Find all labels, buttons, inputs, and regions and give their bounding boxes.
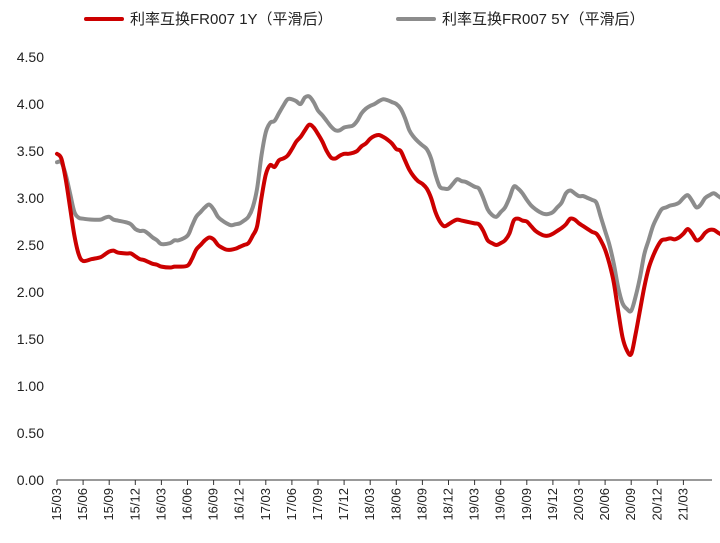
x-axis: 15/03 15/06 15/09 15/12 16/03 16/06 16/09 16/12… <box>49 479 712 521</box>
x-tick-label: 17/12 <box>336 488 351 521</box>
legend-item-1y: 利率互换FR007 1Y（平滑后） <box>84 8 333 29</box>
series-line-1y <box>55 122 720 357</box>
x-tick-label: 18/09 <box>414 488 429 521</box>
chart-legend: 利率互换FR007 1Y（平滑后） 利率互换FR007 5Y（平滑后） <box>0 8 720 30</box>
legend-swatch-5y <box>396 16 436 21</box>
y-axis: 0.00 0.50 1.00 1.50 2.00 2.50 3.00 3.50 4.00 4.50 <box>17 49 44 488</box>
x-tick-label: 16/12 <box>232 488 247 521</box>
x-tick-label: 17/09 <box>310 488 325 521</box>
x-tick-label: 19/09 <box>519 488 534 521</box>
y-tick-label: 4.50 <box>17 49 44 65</box>
y-tick-label: 1.00 <box>17 378 44 394</box>
legend-item-5y: 利率互换FR007 5Y（平滑后） <box>396 8 645 29</box>
legend-label-5y: 利率互换FR007 5Y（平滑后） <box>442 11 645 28</box>
y-tick-label: 2.00 <box>17 284 44 300</box>
x-tick-label: 15/03 <box>49 488 64 521</box>
x-tick-label: 20/03 <box>571 488 586 521</box>
x-tick-label: 19/03 <box>467 488 482 521</box>
x-tick-label: 15/12 <box>127 488 142 521</box>
x-tick-label: 18/06 <box>388 488 403 521</box>
x-tick-label: 20/06 <box>597 488 612 521</box>
y-tick-label: 4.00 <box>17 96 44 112</box>
y-tick-label: 0.50 <box>17 425 44 441</box>
x-tick-label: 17/03 <box>258 488 273 521</box>
x-tick-label: 19/12 <box>545 488 560 521</box>
legend-swatch-1y <box>84 16 124 21</box>
y-tick-label: 0.00 <box>17 472 44 488</box>
x-tick-label: 16/03 <box>153 488 168 521</box>
x-tick-label: 19/06 <box>493 488 508 521</box>
y-tick-label: 3.00 <box>17 190 44 206</box>
legend-label-1y: 利率互换FR007 1Y（平滑后） <box>130 11 333 28</box>
x-tick-label: 15/06 <box>75 488 90 521</box>
x-tick-label: 21/03 <box>675 488 690 521</box>
x-tick-label: 16/06 <box>180 488 195 521</box>
y-tick-label: 2.50 <box>17 237 44 253</box>
series-line-5y <box>55 94 720 314</box>
series-layer <box>55 94 720 357</box>
x-tick-label: 17/06 <box>284 488 299 521</box>
x-tick-label: 20/09 <box>623 488 638 521</box>
x-tick-label: 18/03 <box>362 488 377 521</box>
y-tick-label: 1.50 <box>17 331 44 347</box>
x-tick-label: 16/09 <box>206 488 221 521</box>
x-tick-label: 20/12 <box>649 488 664 521</box>
x-tick-label: 18/12 <box>441 488 456 521</box>
y-tick-label: 3.50 <box>17 143 44 159</box>
x-tick-label: 15/09 <box>101 488 116 521</box>
